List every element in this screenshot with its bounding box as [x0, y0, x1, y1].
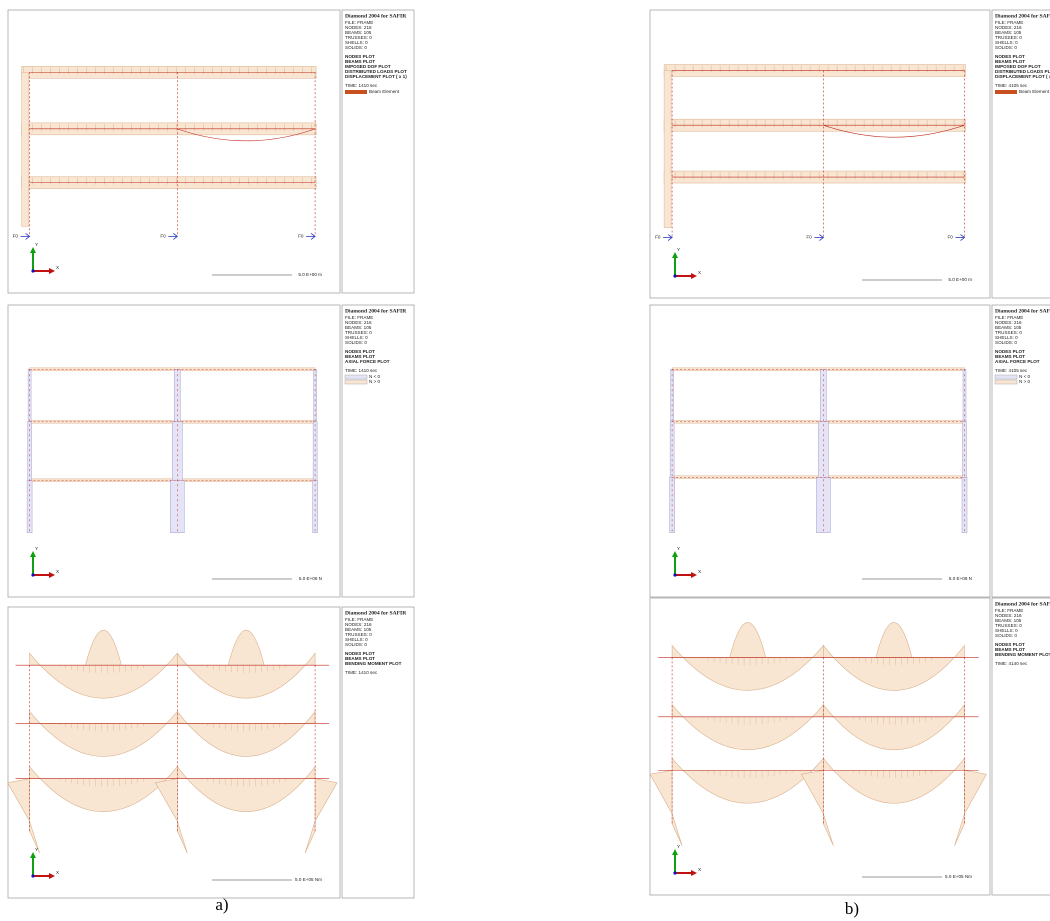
axis-label: Y — [677, 247, 680, 252]
plot-window — [8, 10, 340, 293]
time-label: TIME: 1410 sec — [345, 670, 378, 675]
caption: b) — [845, 899, 859, 918]
scale-label: 5.0 E+05 Nm — [945, 874, 972, 879]
scale-label: 5.0 E+00 m — [948, 277, 972, 282]
axis-label: X — [698, 867, 701, 872]
support-label: F0 — [160, 234, 166, 239]
scale-label: 5.0 E+06 N — [299, 576, 322, 581]
info-panel — [992, 10, 1050, 298]
axis-label: X — [698, 569, 701, 574]
time-label: TIME: 4105 sec — [995, 83, 1028, 88]
info-panel — [342, 10, 414, 293]
plot-window — [650, 598, 990, 895]
screenshot-panel: Diamond 2004 for SAFIRFILE: FRAMENODES: … — [8, 607, 414, 898]
axis-label: Y — [677, 844, 680, 849]
plot-type: DISPLACEMENT PLOT ( x 1 — [995, 74, 1050, 79]
info-line: SOLIDS: 0 — [345, 45, 367, 50]
info-title: Diamond 2004 for SAF — [995, 13, 1050, 19]
axis-label: Y — [677, 546, 680, 551]
axis-label: X — [56, 569, 59, 574]
plot-type: BENDING MOMENT PLOT — [345, 661, 402, 666]
axis-label: Y — [35, 242, 38, 247]
support-label: F0 — [806, 235, 812, 240]
axis-label: X — [56, 870, 59, 875]
time-label: TIME: 4140 sec — [995, 661, 1028, 666]
load-band — [664, 70, 671, 227]
info-line: SOLIDS: 0 — [345, 340, 367, 345]
axial-beam — [30, 368, 316, 371]
axis-label: X — [56, 265, 59, 270]
z-axis — [673, 573, 676, 576]
legend-swatch — [995, 380, 1017, 384]
z-axis — [673, 871, 676, 874]
legend-label: Beam Element — [369, 89, 400, 94]
plot-window — [8, 607, 340, 898]
legend-label: N > 0 — [1019, 379, 1031, 384]
legend-swatch — [995, 90, 1017, 94]
scale-label: 5.0 E+06 N — [949, 576, 972, 581]
z-axis — [31, 573, 34, 576]
axis-label: Y — [35, 546, 38, 551]
plot-type: AXIAL FORCE PLOT — [995, 359, 1040, 364]
axis-label: Y — [35, 847, 38, 852]
load-band — [22, 72, 29, 226]
plot-window — [650, 10, 990, 298]
legend-swatch — [345, 90, 367, 94]
info-line: SOLIDS: 0 — [995, 633, 1017, 638]
info-line: SOLIDS: 0 — [345, 642, 367, 647]
info-title: Diamond 2004 for SAF — [995, 308, 1050, 314]
time-label: TIME: 4105 sec — [995, 368, 1028, 373]
info-title: Diamond 2004 for SAFIR — [345, 610, 407, 616]
legend-swatch — [345, 375, 367, 379]
info-title: Diamond 2004 for SAFIR — [345, 308, 407, 314]
time-label: TIME: 1410 sec — [345, 368, 378, 373]
scale-label: 5.0 E+05 Nm — [295, 877, 322, 882]
legend-label: Beam Element — [1019, 89, 1050, 94]
support-label: F0 — [13, 234, 19, 239]
plot-type: DISPLACEMENT PLOT ( x 1) — [345, 74, 407, 79]
legend-swatch — [345, 380, 367, 384]
z-axis — [31, 269, 34, 272]
info-line: SOLIDS: 0 — [995, 45, 1017, 50]
z-axis — [673, 274, 676, 277]
legend-label: N > 0 — [369, 379, 381, 384]
info-title: Diamond 2004 for SAF — [995, 601, 1050, 607]
legend-swatch — [995, 375, 1017, 379]
axis-label: X — [698, 270, 701, 275]
z-axis — [31, 874, 34, 877]
time-label: TIME: 1410 sec — [345, 83, 378, 88]
screenshot-panel: Diamond 2004 for SAFFILE: FRAMENODES: 21… — [650, 305, 1050, 597]
plot-type: BENDING MOMENT PLOT — [995, 652, 1050, 657]
support-label: F0 — [655, 235, 661, 240]
scale-label: 5.0 E+00 m — [298, 272, 322, 277]
info-title: Diamond 2004 for SAFIR — [345, 13, 407, 19]
support-label: F0 — [948, 235, 954, 240]
info-line: SOLIDS: 0 — [995, 340, 1017, 345]
figure: a) b) Diamond 2004 for SAFIRFILE: FRAMEN… — [0, 0, 1050, 921]
support-label: F0 — [298, 234, 304, 239]
plot-type: AXIAL FORCE PLOT — [345, 359, 390, 364]
